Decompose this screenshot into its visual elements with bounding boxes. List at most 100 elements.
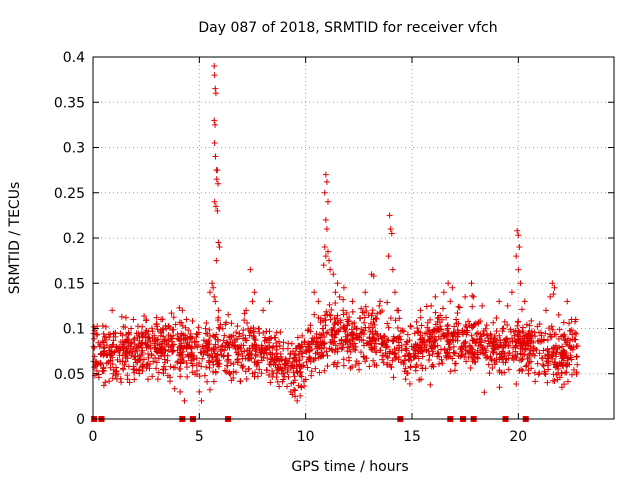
data-point <box>231 342 238 349</box>
data-point <box>194 344 201 351</box>
data-point <box>122 324 129 331</box>
data-point <box>415 329 422 336</box>
data-point <box>158 316 165 323</box>
data-point <box>168 338 175 345</box>
data-point <box>511 332 518 339</box>
data-point <box>481 389 488 396</box>
data-point <box>410 354 417 361</box>
data-point <box>324 362 331 369</box>
data-point <box>469 346 476 353</box>
data-point <box>99 338 106 345</box>
data-point <box>116 343 123 350</box>
data-point <box>470 293 477 300</box>
data-point <box>380 359 387 366</box>
y-tick-labels: 0 0.05 0.1 0.15 0.2 0.25 0.3 0.35 0.4 <box>54 50 85 428</box>
data-point <box>143 341 150 348</box>
data-point <box>349 298 356 305</box>
data-point <box>542 307 549 314</box>
data-point <box>109 375 116 382</box>
data-point <box>238 348 245 355</box>
data-point <box>251 373 258 380</box>
data-point <box>280 339 287 346</box>
data-point <box>193 330 200 337</box>
data-point <box>377 298 384 305</box>
data-point <box>327 266 334 273</box>
data-point <box>114 371 121 378</box>
data-point <box>496 356 503 363</box>
data-point <box>174 359 181 366</box>
data-point <box>419 353 426 360</box>
data-point <box>520 338 527 345</box>
data-point <box>512 348 519 355</box>
data-point <box>98 350 105 357</box>
data-point <box>267 351 274 358</box>
data-point <box>451 350 458 357</box>
data-point <box>140 356 147 363</box>
data-point <box>545 325 552 332</box>
y-tick-label: 0.3 <box>63 141 85 157</box>
data-point <box>320 352 327 359</box>
data-point <box>122 314 129 321</box>
data-point <box>433 336 440 343</box>
data-point <box>415 350 422 357</box>
data-point <box>195 324 202 331</box>
data-point <box>102 323 109 330</box>
data-point <box>247 266 254 273</box>
data-point <box>185 343 192 350</box>
data-point <box>130 353 137 360</box>
data-point <box>358 330 365 337</box>
data-point <box>372 330 379 337</box>
data-point <box>292 345 299 352</box>
data-point <box>444 329 451 336</box>
y-tick-label: 0.05 <box>54 367 85 383</box>
data-point <box>235 345 242 352</box>
data-point <box>454 310 461 317</box>
data-point <box>305 326 312 333</box>
data-point <box>531 345 538 352</box>
data-point <box>550 377 557 384</box>
data-point <box>499 353 506 360</box>
data-point <box>243 307 250 314</box>
data-point <box>455 329 462 336</box>
data-point <box>196 388 203 395</box>
data-point <box>239 352 246 359</box>
data-point <box>439 360 446 367</box>
data-point <box>513 343 520 350</box>
data-point <box>114 356 121 363</box>
data-points <box>90 63 581 422</box>
data-point <box>204 344 211 351</box>
data-point <box>148 352 155 359</box>
data-point <box>139 340 146 347</box>
data-point <box>547 333 554 340</box>
data-point <box>434 318 441 325</box>
data-point <box>385 253 392 260</box>
data-point <box>230 375 237 382</box>
data-point <box>456 304 463 311</box>
data-point <box>376 347 383 354</box>
data-point <box>362 358 369 365</box>
data-point <box>205 359 212 366</box>
data-point <box>367 340 374 347</box>
data-point <box>426 352 433 359</box>
data-point <box>447 298 454 305</box>
chart-title: Day 087 of 2018, SRMTID for receiver vfc… <box>198 20 497 36</box>
data-point <box>352 362 359 369</box>
data-point <box>105 347 112 354</box>
data-point <box>441 333 448 340</box>
data-point <box>380 333 387 340</box>
data-point <box>504 321 511 328</box>
data-point <box>189 317 196 324</box>
data-point <box>127 339 134 346</box>
data-point <box>422 365 429 372</box>
data-point <box>103 352 110 359</box>
data-point <box>467 343 474 350</box>
data-point <box>463 358 470 365</box>
data-point <box>451 323 458 330</box>
data-point <box>541 370 548 377</box>
axis-ticks <box>92 56 614 420</box>
data-point <box>150 358 157 365</box>
data-point <box>337 317 344 324</box>
data-point <box>553 371 560 378</box>
data-point <box>160 363 167 370</box>
data-point <box>483 355 490 362</box>
